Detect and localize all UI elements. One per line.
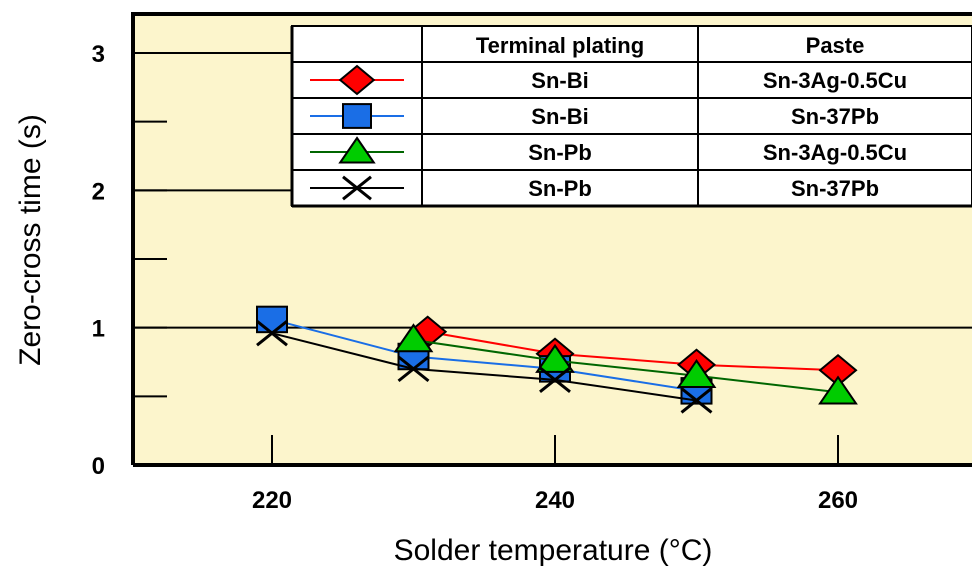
legend-plating-label: Sn-Pb xyxy=(528,176,592,201)
series-line-3 xyxy=(271,332,697,402)
legend-swatch-marker xyxy=(338,64,376,96)
series-2 xyxy=(393,323,858,405)
legend-plating-label: Sn-Bi xyxy=(531,104,588,129)
y-tick-label-1: 1 xyxy=(92,316,105,343)
y-axis-title: Zero-cross time (s) xyxy=(14,114,47,366)
legend-paste-label: Sn-3Ag-0.5Cu xyxy=(763,140,907,165)
x-tick-label-240: 240 xyxy=(535,487,575,514)
axes: 0 1 2 3 220 240 260 xyxy=(92,12,972,514)
legend-plating-label: Sn-Pb xyxy=(528,140,592,165)
data-point-2-1 xyxy=(535,343,575,373)
legend-plating-label: Sn-Bi xyxy=(531,68,588,93)
series-line-1 xyxy=(271,318,697,392)
legend-paste-label: Sn-37Pb xyxy=(791,104,879,129)
legend-swatch-marker xyxy=(342,103,372,129)
x-tick-label-220: 220 xyxy=(252,487,292,514)
marker-x-stroke xyxy=(256,319,288,347)
marker-x-stroke xyxy=(397,355,430,383)
series-3 xyxy=(256,319,713,414)
legend-box xyxy=(291,25,972,207)
y-tick-label-2: 2 xyxy=(92,178,105,205)
data-point-3-2 xyxy=(539,366,571,394)
legend-paste-label: Sn-37Pb xyxy=(791,176,879,201)
y-tick-label-3: 3 xyxy=(92,41,105,68)
series-group xyxy=(256,305,858,414)
legend-entry-3: Sn-Pb Sn-37Pb xyxy=(310,175,879,201)
legend-paste-label: Sn-3Ag-0.5Cu xyxy=(763,68,907,93)
legend-entry-0: Sn-Bi Sn-3Ag-0.5Cu xyxy=(310,64,907,96)
data-point-2-0 xyxy=(393,323,434,353)
data-point-3-0 xyxy=(256,319,288,347)
legend-swatch-marker xyxy=(342,175,372,201)
y-tick-label-0: 0 xyxy=(92,453,105,480)
data-point-2-3 xyxy=(818,375,858,405)
x-axis-title: Solder temperature (°C) xyxy=(394,534,713,567)
legend-header-plating: Terminal plating xyxy=(476,33,644,58)
legend-entry-2: Sn-Pb Sn-3Ag-0.5Cu xyxy=(310,136,907,165)
data-point-3-3 xyxy=(680,387,713,414)
legend-header-paste: Paste xyxy=(806,33,865,58)
marker-x-stroke xyxy=(539,366,571,394)
data-point-2-2 xyxy=(676,358,717,388)
legend-swatch-marker xyxy=(338,136,376,164)
x-tick-label-260: 260 xyxy=(818,487,858,514)
marker-x-stroke xyxy=(342,175,372,201)
data-point-1-0 xyxy=(256,305,288,334)
series-line-0 xyxy=(427,330,839,372)
series-line-2 xyxy=(413,339,839,394)
marker-x-stroke xyxy=(680,387,713,414)
data-point-3-1 xyxy=(397,355,430,383)
legend-entry-1: Sn-Bi Sn-37Pb xyxy=(310,103,879,129)
